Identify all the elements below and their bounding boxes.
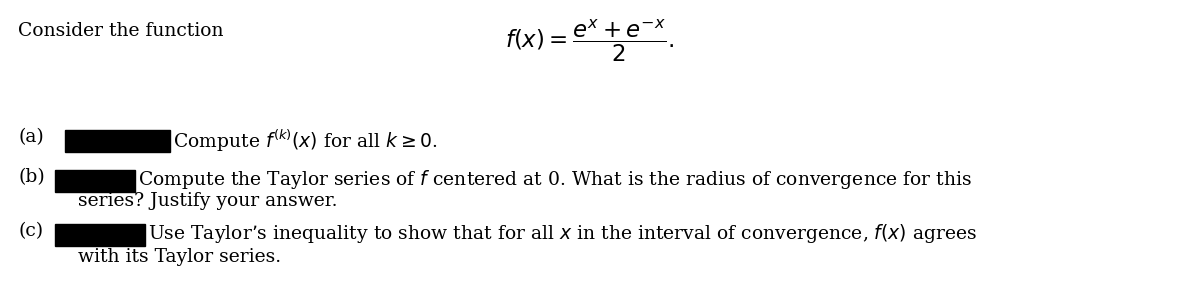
Text: (a): (a) xyxy=(18,128,43,146)
Text: Use Taylor’s inequality to show that for all $x$ in the interval of convergence,: Use Taylor’s inequality to show that for… xyxy=(148,222,977,245)
Text: Compute the Taylor series of $f$ centered at 0. What is the radius of convergenc: Compute the Taylor series of $f$ centere… xyxy=(138,168,972,191)
Bar xyxy=(55,224,145,246)
Text: (c): (c) xyxy=(18,222,43,240)
Text: (b): (b) xyxy=(18,168,44,186)
Bar xyxy=(55,170,134,192)
Text: Compute $f^{(k)}(x)$ for all $k \geq 0$.: Compute $f^{(k)}(x)$ for all $k \geq 0$. xyxy=(173,128,438,154)
Bar xyxy=(65,130,170,152)
Text: $f(x) = \dfrac{e^x + e^{-x}}{2}.$: $f(x) = \dfrac{e^x + e^{-x}}{2}.$ xyxy=(505,18,674,64)
Text: with its Taylor series.: with its Taylor series. xyxy=(78,248,281,266)
Text: Consider the function: Consider the function xyxy=(18,22,223,40)
Text: series? Justify your answer.: series? Justify your answer. xyxy=(78,192,337,210)
